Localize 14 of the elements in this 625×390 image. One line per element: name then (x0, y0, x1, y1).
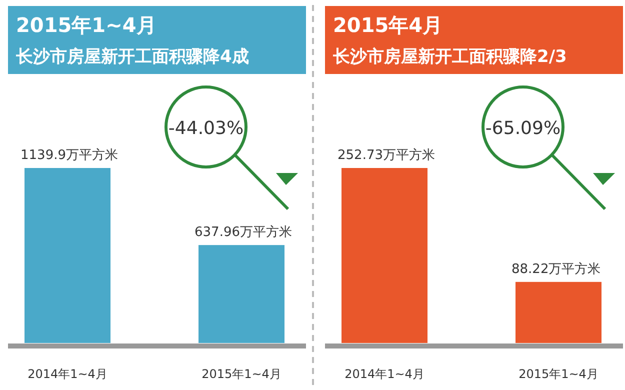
chart-title: 2015年4月 (333, 13, 443, 37)
x-tick-label: 2015年1~4月 (518, 367, 598, 381)
chart-subtitle: 长沙市房屋新开工面积骤降4成 (15, 47, 249, 67)
x-tick-label: 2014年1~4月 (28, 367, 108, 381)
chart-title: 2015年1~4月 (16, 13, 156, 37)
x-tick-label: 2015年1~4月 (202, 367, 282, 381)
data-label: 1139.9万平方米 (20, 147, 118, 163)
x-tick-label: 2014年1~4月 (344, 367, 424, 381)
text: -44.03% (168, 118, 244, 139)
data-label: 252.73万平方米 (338, 147, 435, 163)
data-label: 88.22万平方米 (512, 260, 601, 277)
text: -65.09% (485, 118, 561, 139)
data-label: 637.96万平方米 (194, 224, 292, 240)
chart-subtitle: 长沙市房屋新开工面积骤降2/3 (332, 47, 567, 67)
